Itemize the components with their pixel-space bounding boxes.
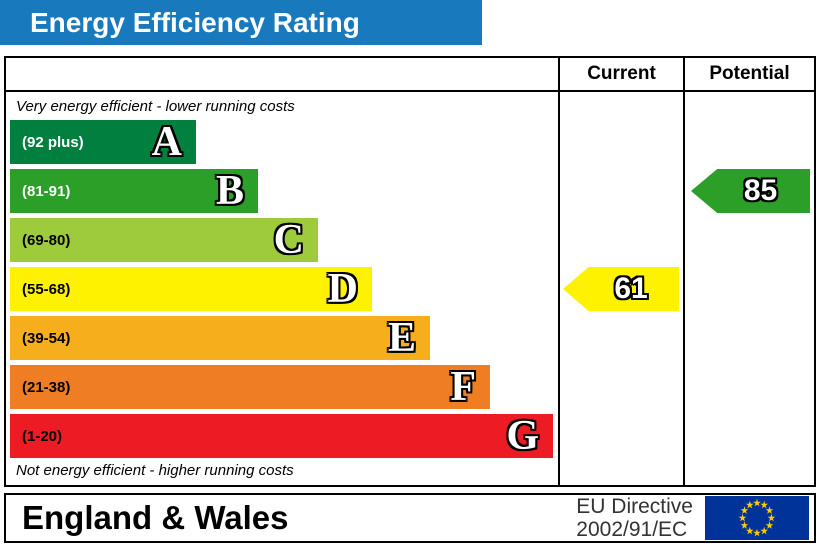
current-column-divider [558,58,560,485]
band-letter-a: A [151,119,182,165]
band-row-f: (21-38) F [10,365,490,409]
band-letter-d: D [327,266,358,312]
band-range-d: (55-68) [22,280,71,298]
band-row-b: (81-91) B [10,169,258,213]
band-range-e: (39-54) [22,329,71,347]
band-letter-b: B [215,168,244,214]
band-range-c: (69-80) [22,231,71,249]
band-letter-g: G [506,413,539,459]
band-letter-f: F [450,364,476,410]
potential-column-header: Potential [709,63,790,84]
band-row-e: (39-54) E [10,316,430,360]
efficient-note: Very energy efficient - lower running co… [16,98,295,115]
eu-directive-line1: EU Directive [576,494,693,518]
potential-column-divider [683,58,685,485]
column-header-divider [6,90,814,92]
title-bar: Energy Efficiency Rating [0,0,482,45]
band-row-a: (92 plus) A [10,120,196,164]
band-range-f: (21-38) [22,378,71,396]
potential-rating-arrow: 85 [691,169,810,213]
current-rating-arrow: 61 [563,267,679,311]
footer: England & Wales EU Directive 2002/91/EC [4,493,816,543]
not-efficient-note: Not energy efficient - higher running co… [16,462,294,479]
eu-directive-label: EU Directive 2002/91/EC [576,495,705,541]
eu-directive-line2: 2002/91/EC [576,518,688,541]
region-label: England & Wales [22,499,289,536]
band-row-c: (69-80) C [10,218,318,262]
band-row-g: (1-20) G [10,414,553,458]
band-letter-e: E [387,315,416,361]
rating-chart: Current Potential Very energy efficient … [4,56,816,487]
eu-flag-icon [705,496,809,540]
band-letter-c: C [273,217,304,263]
band-range-b: (81-91) [22,182,71,200]
band-row-d: (55-68) D [10,267,372,311]
band-range-a: (92 plus) [22,133,84,151]
page-title: Energy Efficiency Rating [30,7,360,38]
band-range-g: (1-20) [22,427,63,445]
current-column-header: Current [587,63,656,84]
